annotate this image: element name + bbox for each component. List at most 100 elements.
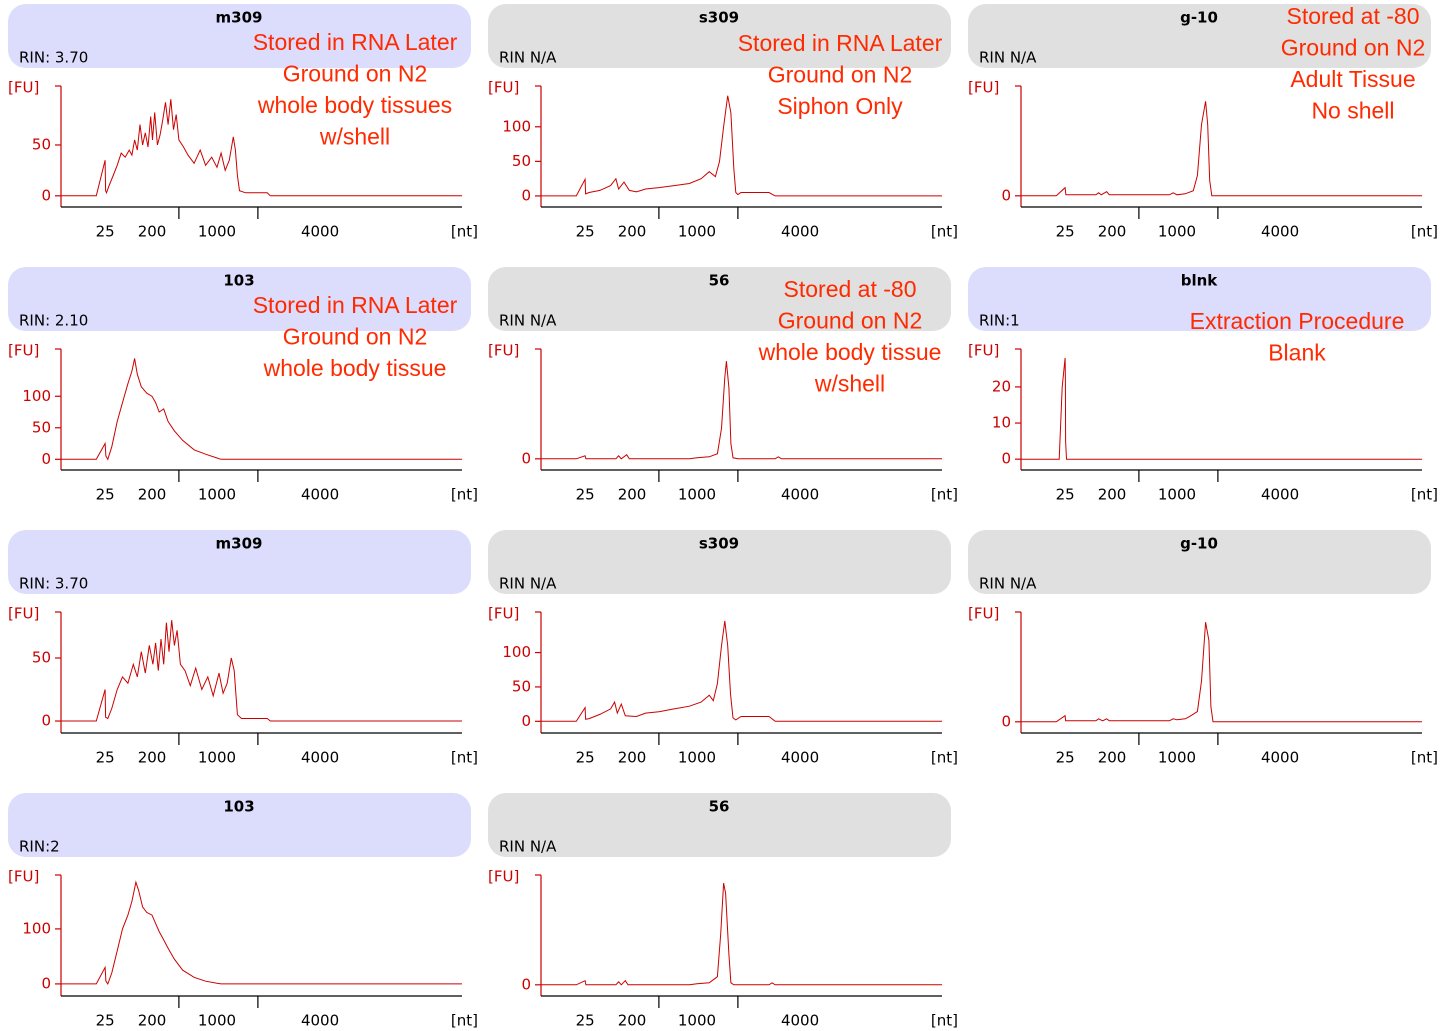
trace bbox=[541, 620, 942, 722]
x-tick-label: 25 bbox=[576, 486, 595, 504]
x-tick-label: 200 bbox=[618, 749, 647, 767]
annotation: Stored at -80 bbox=[784, 276, 917, 302]
sample-name: blnk bbox=[1181, 272, 1219, 290]
x-tick-label: 200 bbox=[618, 486, 647, 504]
x-axis-label: [nt] bbox=[931, 223, 958, 241]
annotation: Ground on N2 bbox=[1281, 35, 1425, 61]
panel: g-10 RIN N/A [FU] [nt] 0 25 200 1000 4000 bbox=[968, 530, 1438, 767]
x-tick-label: 4000 bbox=[781, 223, 819, 241]
annotation: Ground on N2 bbox=[283, 61, 427, 87]
rin: RIN:1 bbox=[979, 312, 1020, 330]
y-tick-label: 0 bbox=[521, 712, 531, 730]
y-axis-label: [FU] bbox=[8, 868, 39, 886]
y-axis-label: [FU] bbox=[8, 605, 39, 623]
x-tick-label: 200 bbox=[618, 223, 647, 241]
x-tick-label: 200 bbox=[138, 1012, 167, 1030]
x-tick-label: 25 bbox=[576, 749, 595, 767]
header bbox=[488, 4, 951, 68]
trace bbox=[61, 620, 462, 722]
rin: RIN N/A bbox=[979, 575, 1037, 593]
annotation: No shell bbox=[1311, 98, 1394, 124]
trace bbox=[1021, 357, 1422, 460]
y-axis-label: [FU] bbox=[8, 342, 39, 360]
annotation: Stored in RNA Later bbox=[253, 29, 458, 55]
x-tick-label: 1000 bbox=[678, 223, 716, 241]
annotation: Adult Tissue bbox=[1290, 66, 1415, 92]
x-tick-label: 25 bbox=[576, 223, 595, 241]
trace bbox=[61, 99, 462, 197]
panel: s309 RIN N/A [FU] [nt] 0 50 100 25 200 1000 4000 St… bbox=[488, 4, 958, 241]
x-tick-label: 25 bbox=[1056, 486, 1075, 504]
y-tick-label: 0 bbox=[41, 712, 51, 730]
panel: g-10 RIN N/A [FU] [nt] 0 25 200 1000 4000 Stored … bbox=[968, 3, 1438, 241]
x-axis-label: [nt] bbox=[1411, 223, 1438, 241]
annotation: w/shell bbox=[814, 371, 885, 397]
x-axis-label: [nt] bbox=[451, 749, 478, 767]
header bbox=[968, 267, 1431, 331]
x-axis-label: [nt] bbox=[451, 223, 478, 241]
y-tick-label: 0 bbox=[41, 186, 51, 204]
header bbox=[968, 530, 1431, 594]
annotation: Stored in RNA Later bbox=[253, 292, 458, 318]
rin: RIN N/A bbox=[499, 575, 557, 593]
x-tick-label: 200 bbox=[1098, 486, 1127, 504]
x-tick-label: 1000 bbox=[678, 486, 716, 504]
y-tick-label: 20 bbox=[992, 377, 1011, 395]
y-tick-label: 50 bbox=[512, 152, 531, 170]
rin: RIN:2 bbox=[19, 838, 60, 856]
rin: RIN N/A bbox=[499, 49, 557, 67]
x-tick-label: 200 bbox=[1098, 749, 1127, 767]
x-tick-label: 25 bbox=[1056, 749, 1075, 767]
header bbox=[488, 267, 951, 331]
x-tick-label: 1000 bbox=[1158, 749, 1196, 767]
panel: 103 RIN:2 [FU] [nt] 0 100 25 200 1000 4000 bbox=[8, 793, 478, 1030]
x-tick-label: 25 bbox=[96, 749, 115, 767]
x-axis-label: [nt] bbox=[931, 1012, 958, 1030]
y-axis-label: [FU] bbox=[968, 79, 999, 97]
y-tick-label: 0 bbox=[1001, 186, 1011, 204]
annotation: Ground on N2 bbox=[283, 324, 427, 350]
annotation: whole body tissue bbox=[758, 339, 942, 365]
annotation: Blank bbox=[1268, 340, 1326, 366]
y-tick-label: 10 bbox=[992, 414, 1011, 432]
annotation: w/shell bbox=[319, 124, 390, 150]
y-tick-label: 100 bbox=[22, 387, 51, 405]
header bbox=[8, 793, 471, 857]
y-tick-label: 50 bbox=[32, 418, 51, 436]
y-tick-label: 0 bbox=[1001, 450, 1011, 468]
trace bbox=[541, 95, 942, 197]
sample-name: s309 bbox=[699, 535, 739, 553]
y-tick-label: 50 bbox=[32, 649, 51, 667]
y-tick-label: 0 bbox=[521, 975, 531, 993]
y-axis-label: [FU] bbox=[968, 605, 999, 623]
trace bbox=[1021, 101, 1422, 197]
y-tick-label: 50 bbox=[512, 677, 531, 695]
x-tick-label: 1000 bbox=[198, 486, 236, 504]
header bbox=[488, 530, 951, 594]
header bbox=[8, 4, 471, 68]
trace bbox=[541, 361, 942, 460]
x-tick-label: 4000 bbox=[781, 1012, 819, 1030]
rin: RIN N/A bbox=[499, 312, 557, 330]
x-axis-label: [nt] bbox=[451, 1012, 478, 1030]
sample-name: 56 bbox=[709, 272, 730, 290]
annotation: whole body tissue bbox=[263, 355, 447, 381]
sample-name: 103 bbox=[223, 272, 254, 290]
annotation: Stored at -80 bbox=[1287, 3, 1420, 29]
x-tick-label: 25 bbox=[576, 1012, 595, 1030]
x-axis-label: [nt] bbox=[451, 486, 478, 504]
rin: RIN N/A bbox=[499, 838, 557, 856]
trace bbox=[61, 880, 462, 985]
y-axis-label: [FU] bbox=[488, 605, 519, 623]
annotation: Stored in RNA Later bbox=[738, 30, 943, 56]
rin: RIN: 2.10 bbox=[19, 312, 88, 330]
x-tick-label: 1000 bbox=[198, 1012, 236, 1030]
trace bbox=[541, 883, 942, 986]
x-tick-label: 4000 bbox=[1261, 486, 1299, 504]
y-tick-label: 0 bbox=[521, 186, 531, 204]
header bbox=[8, 530, 471, 594]
x-axis-label: [nt] bbox=[931, 486, 958, 504]
sample-name: s309 bbox=[699, 9, 739, 27]
x-tick-label: 4000 bbox=[301, 1012, 339, 1030]
